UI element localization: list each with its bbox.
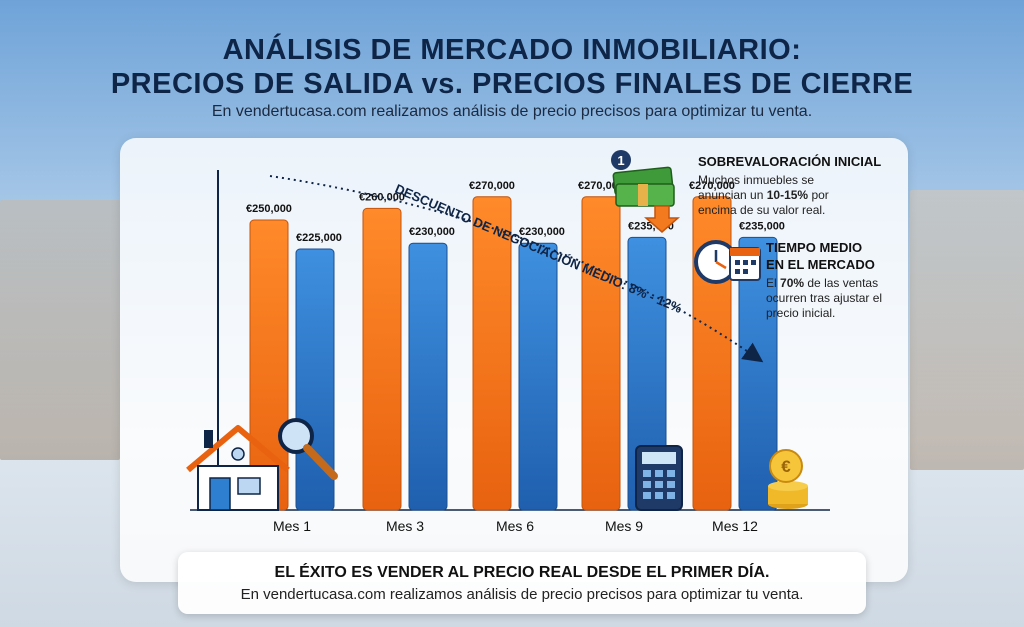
background-house-right	[910, 190, 1024, 470]
subtitle: En vendertucasa.com realizamos análisis …	[211, 103, 813, 120]
svg-text:€: €	[781, 457, 791, 476]
data-label-closing-3: €230,000	[519, 226, 565, 238]
data-label-asking-5: €270,000	[689, 180, 735, 192]
house-icon	[186, 425, 290, 511]
bar-closing-5	[738, 236, 778, 511]
money-stack-icon: 1	[611, 150, 675, 207]
x-tick-label-4: Mes 9	[605, 518, 643, 534]
note-time-title-2: EN EL MERCADO	[766, 257, 875, 272]
trend-arrow	[269, 175, 764, 363]
euro-coin-icon: €	[768, 449, 808, 509]
bottom-banner: EL ÉXITO ES VENDER AL PRECIO REAL DESDE …	[178, 552, 866, 614]
banner-headline: EL ÉXITO ES VENDER AL PRECIO REAL DESDE …	[274, 564, 770, 581]
magnifier-icon	[278, 418, 338, 480]
bar-closing-2	[408, 242, 448, 511]
data-label-asking-4: €270,000	[578, 180, 624, 192]
note-overvaluation-body: Muchos inmuebles se anuncian un 10-15% p…	[698, 173, 858, 218]
note-time-title-1: TIEMPO MEDIO	[766, 240, 863, 255]
title-line-1: ANÁLISIS DE MERCADO INMOBILIARIO:	[222, 34, 802, 66]
note-overvaluation-title: SOBREVALORACIÓN INICIAL	[698, 154, 882, 169]
note-overvaluation-body-bold: 10-15%	[766, 188, 809, 202]
background-house-left	[0, 200, 120, 460]
note-badge: 1	[617, 153, 624, 168]
x-tick-label-5: Mes 12	[712, 518, 758, 534]
down-arrow-icon	[644, 205, 680, 233]
banner-subtext: En vendertucasa.com realizamos análisis …	[240, 586, 804, 603]
bar-asking-3	[472, 196, 512, 511]
note-time-body-post: de las ventas ocurren tras ajustar el pr…	[766, 276, 883, 320]
bar-asking-2	[362, 207, 402, 511]
x-tick-label-1: Mes 1	[273, 518, 311, 534]
note-time-body-bold: 70%	[780, 276, 805, 290]
x-tick-label-2: Mes 3	[386, 518, 424, 534]
note-time-body: El 70% de las ventas ocurren tras ajusta…	[766, 276, 888, 321]
data-label-asking-2: €260,000	[359, 191, 405, 203]
bar-closing-3	[518, 242, 558, 511]
data-label-closing-1: €225,000	[296, 232, 342, 244]
calculator-icon	[635, 445, 683, 511]
data-label-asking-1: €250,000	[246, 203, 292, 215]
calendar-icon	[729, 247, 761, 281]
data-label-closing-5: €235,000	[739, 220, 785, 232]
note-overvaluation-body-post: por encima de su valor real.	[698, 188, 829, 217]
data-label-asking-3: €270,000	[469, 180, 515, 192]
bar-asking-4	[581, 196, 621, 511]
data-label-closing-2: €230,000	[409, 226, 455, 238]
title-line-2: PRECIOS DE SALIDA vs. PRECIOS FINALES DE…	[110, 68, 914, 100]
x-tick-label-3: Mes 6	[496, 518, 534, 534]
note-overvaluation-body-pre: Muchos inmuebles se anuncian un	[698, 173, 815, 202]
note-time-body-pre: El	[766, 276, 781, 290]
